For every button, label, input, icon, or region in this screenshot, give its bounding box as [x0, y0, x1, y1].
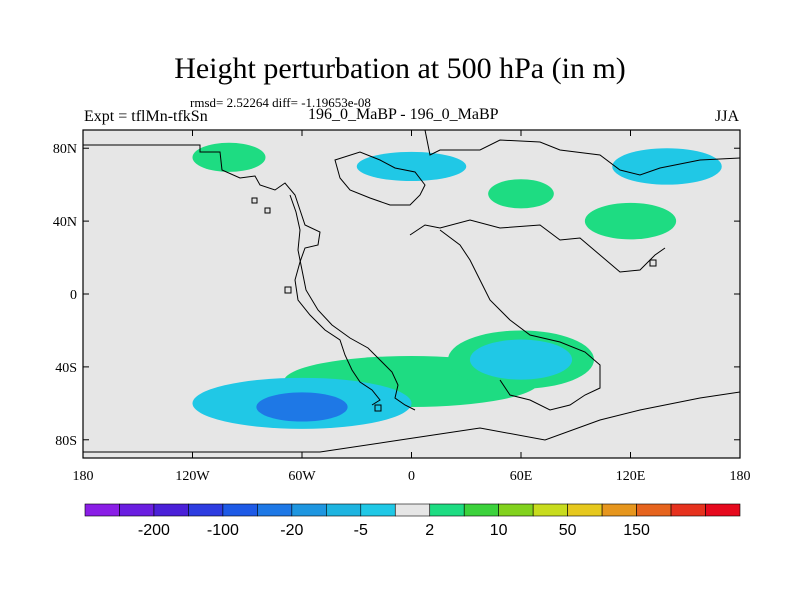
coastline-eurasia-africa: [409, 130, 740, 411]
stats-line: rmsd= 2.52264 diff= -1.19653e-08: [190, 95, 371, 110]
colorbar-box-8: [360, 503, 396, 517]
x-tick-label-2: 60W: [288, 469, 316, 484]
colorbar-box-14: [567, 503, 603, 517]
colorbar: -200 -100 -20 -5 2 10 50 150: [84, 503, 741, 539]
y-tick-label-3: 40S: [55, 361, 77, 376]
colorbar-box-11: [463, 503, 499, 517]
colorbar-label-3: -5: [354, 522, 368, 539]
island-4: [374, 404, 382, 412]
y-axis: 80N 40N 0 40S 80S: [53, 142, 740, 449]
island-2: [264, 207, 271, 214]
coastline-south-america: [289, 194, 416, 411]
contour-region-6-level-neg5: [356, 151, 467, 182]
y-tick-label-0: 80N: [53, 142, 77, 157]
center-label: 196_0_MaBP - 196_0_MaBP: [308, 106, 499, 123]
colorbar-label-6: 50: [559, 522, 577, 539]
colorbar-box-6: [291, 503, 327, 517]
coastline-americas: [83, 144, 381, 406]
island-1: [251, 197, 258, 204]
contour-region-4-level-neg5: [469, 339, 573, 380]
x-tick-label-0: 180: [73, 469, 94, 484]
colorbar-box-4: [222, 503, 258, 517]
colorbar-label-1: -100: [207, 522, 239, 539]
x-tick-label-3: 0: [408, 469, 415, 484]
x-tick-label-5: 120E: [616, 469, 646, 484]
island-3: [284, 286, 292, 294]
contour-region-5-level-10: [192, 142, 266, 172]
colorbar-box-0: [84, 503, 120, 517]
colorbar-box-5: [257, 503, 293, 517]
colorbar-box-1: [119, 503, 155, 517]
colorbar-box-10: [429, 503, 465, 517]
colorbar-box-3: [188, 503, 224, 517]
colorbar-box-17: [670, 503, 706, 517]
colorbar-label-7: 150: [623, 522, 650, 539]
coastline-layer: [83, 130, 740, 453]
island-5: [649, 259, 657, 267]
colorbar-box-15: [601, 503, 637, 517]
y-tick-label-1: 40N: [53, 215, 77, 230]
colorbar-box-13: [532, 503, 568, 517]
colorbar-box-18: [705, 503, 741, 517]
colorbar-label-2: -20: [280, 522, 303, 539]
y-tick-label-4: 80S: [55, 434, 77, 449]
experiment-label: Expt = tflMn-tfkSn: [84, 108, 208, 125]
x-axis: 180 120W 60W 0 60E 120E 180: [73, 130, 751, 484]
season-label: JJA: [715, 108, 740, 125]
x-tick-label-1: 120W: [175, 469, 210, 484]
colorbar-box-16: [636, 503, 672, 517]
y-tick-label-2: 0: [70, 288, 77, 303]
contour-region-2-level-neg20: [256, 392, 348, 422]
x-tick-label-4: 60E: [510, 469, 533, 484]
colorbar-label-4: 2: [425, 522, 434, 539]
coastline-antarctica: [83, 391, 740, 453]
contour-region-9-level-10: [584, 202, 677, 240]
colorbar-box-12: [498, 503, 534, 517]
colorbar-box-9: [394, 503, 431, 517]
colorbar-label-5: 10: [490, 522, 508, 539]
contour-region-7-level-10: [488, 179, 554, 209]
x-tick-label-6: 180: [730, 469, 751, 484]
colorbar-box-2: [153, 503, 189, 517]
coastline-greenland: [334, 151, 426, 206]
colorbar-label-0: -200: [138, 522, 170, 539]
chart-title: Height perturbation at 500 hPa (in m): [174, 52, 626, 85]
colorbar-box-7: [326, 503, 362, 517]
